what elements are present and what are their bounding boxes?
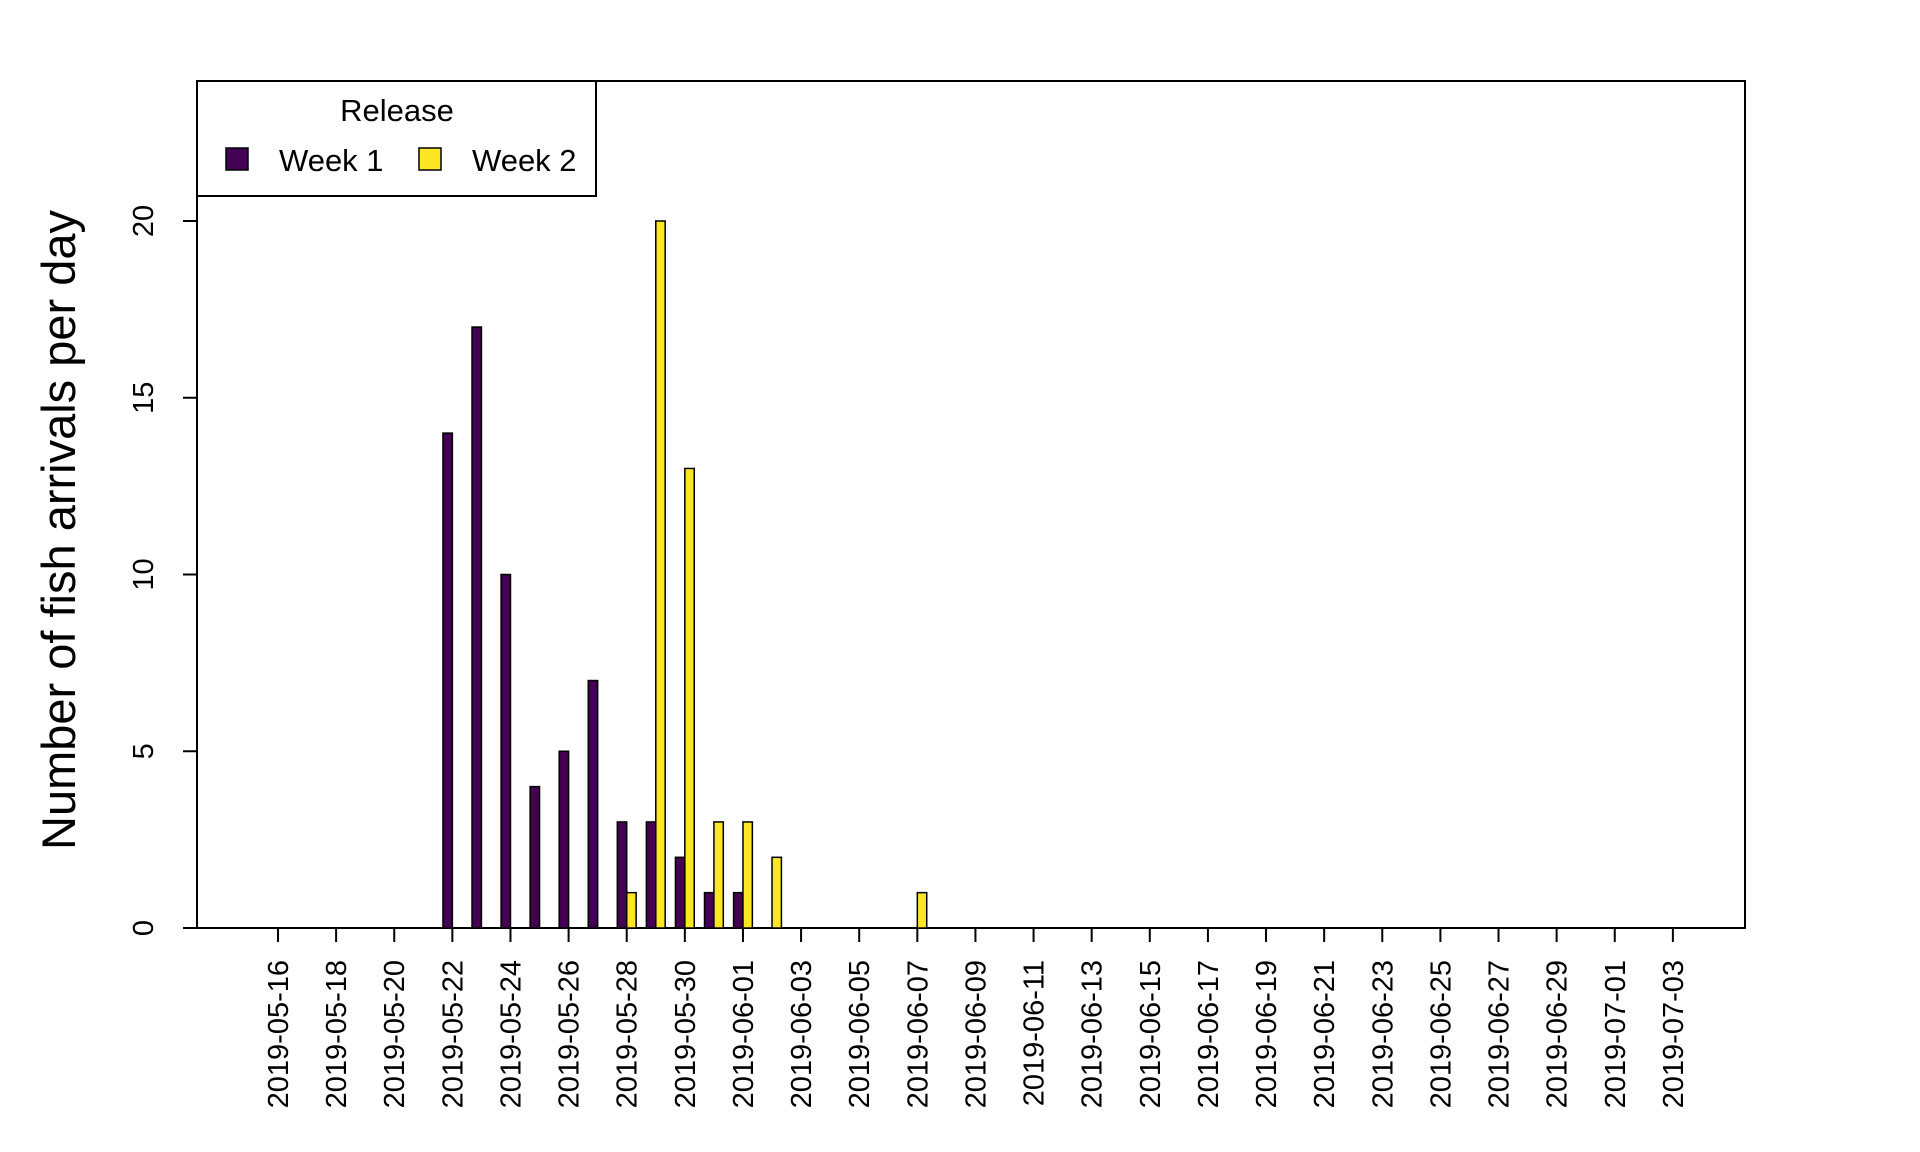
- x-tick-label-2019-05-24: 2019-05-24: [495, 960, 527, 1108]
- bar-week-1-2019-05-31: [703, 891, 715, 929]
- plot-frame: [196, 80, 1746, 929]
- x-tick-label-2019-06-25: 2019-06-25: [1425, 960, 1457, 1108]
- x-tick-label-2019-06-23: 2019-06-23: [1367, 960, 1399, 1108]
- x-tick-label-2019-06-03: 2019-06-03: [786, 960, 818, 1108]
- legend: Release Week 1 Week 2: [196, 80, 597, 197]
- legend-title: Release: [340, 93, 454, 128]
- bar-week-2-2019-05-30: [684, 467, 695, 929]
- bar-week-1-2019-06-01: [732, 891, 744, 929]
- x-tick-label-2019-06-09: 2019-06-09: [960, 960, 992, 1108]
- bar-week-1-2019-05-23: [471, 326, 483, 929]
- bar-week-1-2019-05-26: [558, 750, 570, 929]
- bar-week-2-2019-06-01: [742, 821, 754, 929]
- legend-label-week-2: Week 2: [472, 143, 577, 178]
- y-tick-label-20: 20: [128, 205, 160, 237]
- legend-swatch-week-2: [418, 147, 442, 171]
- x-tick-label-2019-06-11: 2019-06-11: [1019, 960, 1051, 1106]
- x-tick-label-2019-05-28: 2019-05-28: [612, 960, 644, 1108]
- x-tick-label-2019-06-27: 2019-06-27: [1484, 960, 1516, 1108]
- bar-week-1-2019-05-24: [500, 573, 512, 929]
- bar-week-2-2019-05-28: [625, 891, 637, 929]
- y-tick-label-0: 0: [128, 920, 160, 936]
- y-tick-label-10: 10: [128, 558, 160, 590]
- bar-week-2-2019-05-29: [655, 220, 666, 929]
- x-tick-label-2019-06-21: 2019-06-21: [1309, 960, 1341, 1108]
- x-tick-label-2019-05-20: 2019-05-20: [379, 960, 411, 1108]
- y-axis-title: Number of fish arrivals per day: [32, 210, 85, 850]
- legend-box: [196, 80, 597, 197]
- bar-week-2-2019-06-02: [771, 856, 783, 929]
- x-tick-label-2019-06-29: 2019-06-29: [1542, 960, 1574, 1108]
- bar-week-1-2019-05-27: [587, 679, 599, 929]
- x-tick-label-2019-05-18: 2019-05-18: [321, 960, 353, 1108]
- x-tick-label-2019-06-13: 2019-06-13: [1077, 960, 1109, 1108]
- x-tick-label-2019-06-07: 2019-06-07: [902, 960, 934, 1108]
- x-axis: 2019-05-16 2019-05-18 2019-05-20 2019-05-22…: [263, 928, 1690, 1108]
- y-axis: 0 5 10 15 20: [128, 205, 197, 936]
- x-tick-label-2019-06-15: 2019-06-15: [1135, 960, 1167, 1108]
- bar-week-1-2019-05-30: [674, 856, 686, 929]
- x-tick-label-2019-06-17: 2019-06-17: [1193, 960, 1225, 1108]
- bar-week-2-2019-05-31: [713, 821, 725, 929]
- x-tick-label-2019-07-03: 2019-07-03: [1658, 960, 1690, 1108]
- bars-layer: [442, 220, 928, 929]
- legend-swatch-week-1: [225, 147, 249, 171]
- legend-label-week-1: Week 1: [279, 143, 384, 178]
- y-tick-label-5: 5: [128, 743, 160, 759]
- x-tick-label-2019-05-16: 2019-05-16: [263, 960, 295, 1108]
- x-tick-label-2019-06-19: 2019-06-19: [1251, 960, 1283, 1108]
- bar-week-2-2019-06-07: [916, 891, 928, 929]
- x-tick-label-2019-06-01: 2019-06-01: [728, 960, 760, 1108]
- bar-week-1-2019-05-22: [442, 432, 454, 929]
- y-tick-label-15: 15: [128, 382, 160, 414]
- x-tick-label-2019-05-22: 2019-05-22: [437, 960, 469, 1108]
- x-tick-label-2019-07-01: 2019-07-01: [1600, 960, 1632, 1108]
- bar-week-1-2019-05-28: [616, 821, 628, 929]
- x-tick-label-2019-05-26: 2019-05-26: [554, 960, 586, 1108]
- bar-week-1-2019-05-29: [645, 821, 657, 929]
- bar-week-1-2019-05-25: [529, 785, 541, 929]
- x-tick-label-2019-05-30: 2019-05-30: [670, 960, 702, 1108]
- x-tick-label-2019-06-05: 2019-06-05: [844, 960, 876, 1108]
